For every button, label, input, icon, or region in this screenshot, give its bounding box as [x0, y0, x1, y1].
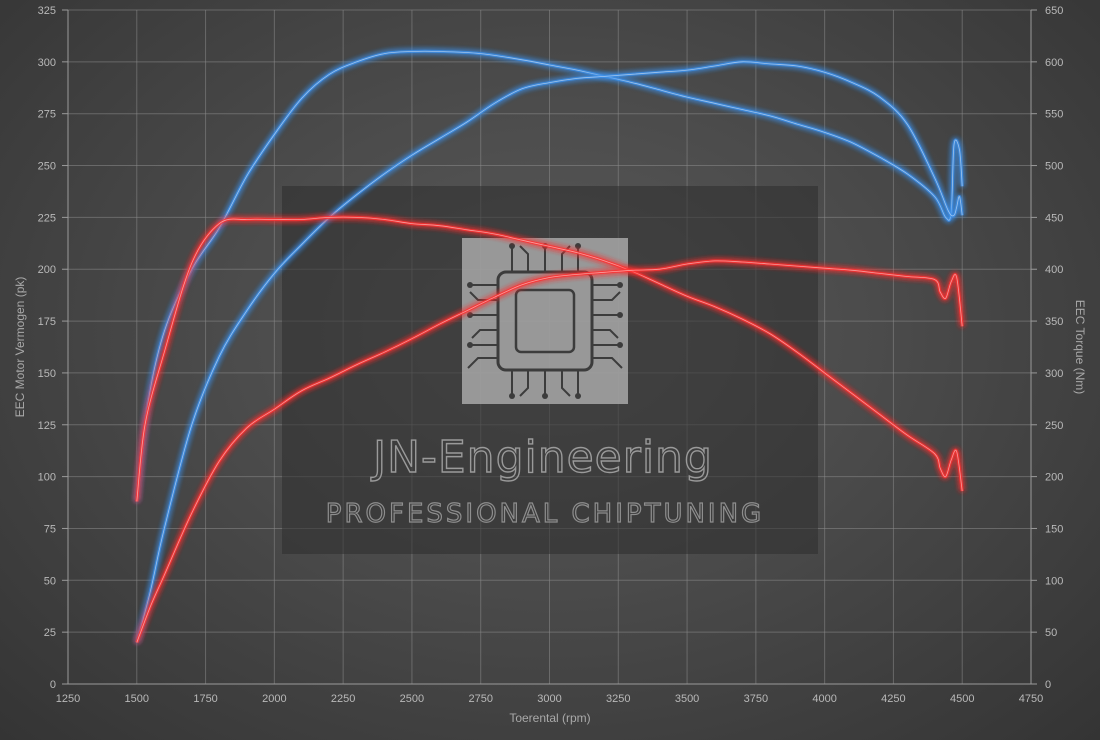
y-right-tick-label: 0	[1045, 679, 1051, 691]
x-tick-label: 3000	[537, 693, 561, 705]
series-line-core	[136, 61, 963, 643]
y-right-tick-label: 350	[1045, 316, 1063, 328]
y-right-tick-label: 600	[1045, 57, 1063, 69]
y-left-axis-title: EEC Motor Vermogen (pk)	[13, 277, 27, 418]
axes: 1250 1500 1750 2000 2250 2500 2750 3000 3250 3500…	[38, 5, 1064, 705]
y-right-tick-label: 250	[1045, 420, 1063, 432]
y-right-tick-label: 100	[1045, 575, 1063, 587]
y-left-tick-label: 200	[38, 264, 56, 276]
x-tick-label: 1250	[56, 693, 80, 705]
series-line-2	[135, 215, 964, 502]
x-tick-label: 4250	[881, 693, 905, 705]
x-tick-label: 2500	[400, 693, 424, 705]
x-tick-label: 3250	[606, 693, 630, 705]
x-tick-label: 2000	[262, 693, 286, 705]
y-left-tick-label: 300	[38, 57, 56, 69]
x-tick-label: 1750	[193, 693, 217, 705]
x-tick-label: 2250	[331, 693, 355, 705]
y-right-tick-label: 50	[1045, 627, 1057, 639]
series-line-core	[136, 216, 963, 502]
y-left-tick-label: 275	[38, 109, 56, 121]
y-left-tick-label: 100	[38, 472, 56, 484]
x-axis-title: Toerental (rpm)	[509, 711, 590, 725]
watermark-subtitle: PROFESSIONAL CHIPTUNING	[326, 499, 764, 529]
y-left-tick-label: 25	[44, 627, 56, 639]
y-left-tick-label: 250	[38, 161, 56, 173]
x-tick-label: 3750	[744, 693, 768, 705]
y-left-tick-label: 75	[44, 523, 56, 535]
x-tick-label: 3500	[675, 693, 699, 705]
y-left-tick-label: 50	[44, 575, 56, 587]
y-right-tick-label: 500	[1045, 161, 1063, 173]
y-right-tick-label: 450	[1045, 212, 1063, 224]
x-tick-label: 4500	[950, 693, 974, 705]
y-right-tick-label: 300	[1045, 368, 1063, 380]
y-left-tick-label: 125	[38, 420, 56, 432]
x-tick-label: 4000	[812, 693, 836, 705]
y-right-tick-label: 650	[1045, 5, 1063, 17]
y-left-tick-label: 325	[38, 5, 56, 17]
series-lines	[135, 49, 964, 644]
y-right-tick-label: 150	[1045, 523, 1063, 535]
chip-logo-icon	[462, 238, 628, 404]
x-tick-label: 2750	[468, 693, 492, 705]
y-right-tick-label: 550	[1045, 109, 1063, 121]
y-left-tick-label: 0	[50, 679, 56, 691]
logo-watermark: JN-Engineering PROFESSIONAL CHIPTUNING	[282, 186, 818, 554]
series-line-core	[136, 260, 963, 643]
x-tick-label: 1500	[125, 693, 149, 705]
y-right-tick-label: 400	[1045, 264, 1063, 276]
y-left-tick-label: 175	[38, 316, 56, 328]
y-left-tick-label: 225	[38, 212, 56, 224]
y-right-axis-title: EEC Torque (Nm)	[1073, 300, 1087, 394]
y-left-tick-label: 150	[38, 368, 56, 380]
series-line-3	[135, 259, 964, 644]
watermark-title: JN-Engineering	[370, 432, 713, 483]
series-line-1	[135, 60, 964, 643]
x-tick-label: 4750	[1019, 693, 1043, 705]
y-right-tick-label: 200	[1045, 472, 1063, 484]
